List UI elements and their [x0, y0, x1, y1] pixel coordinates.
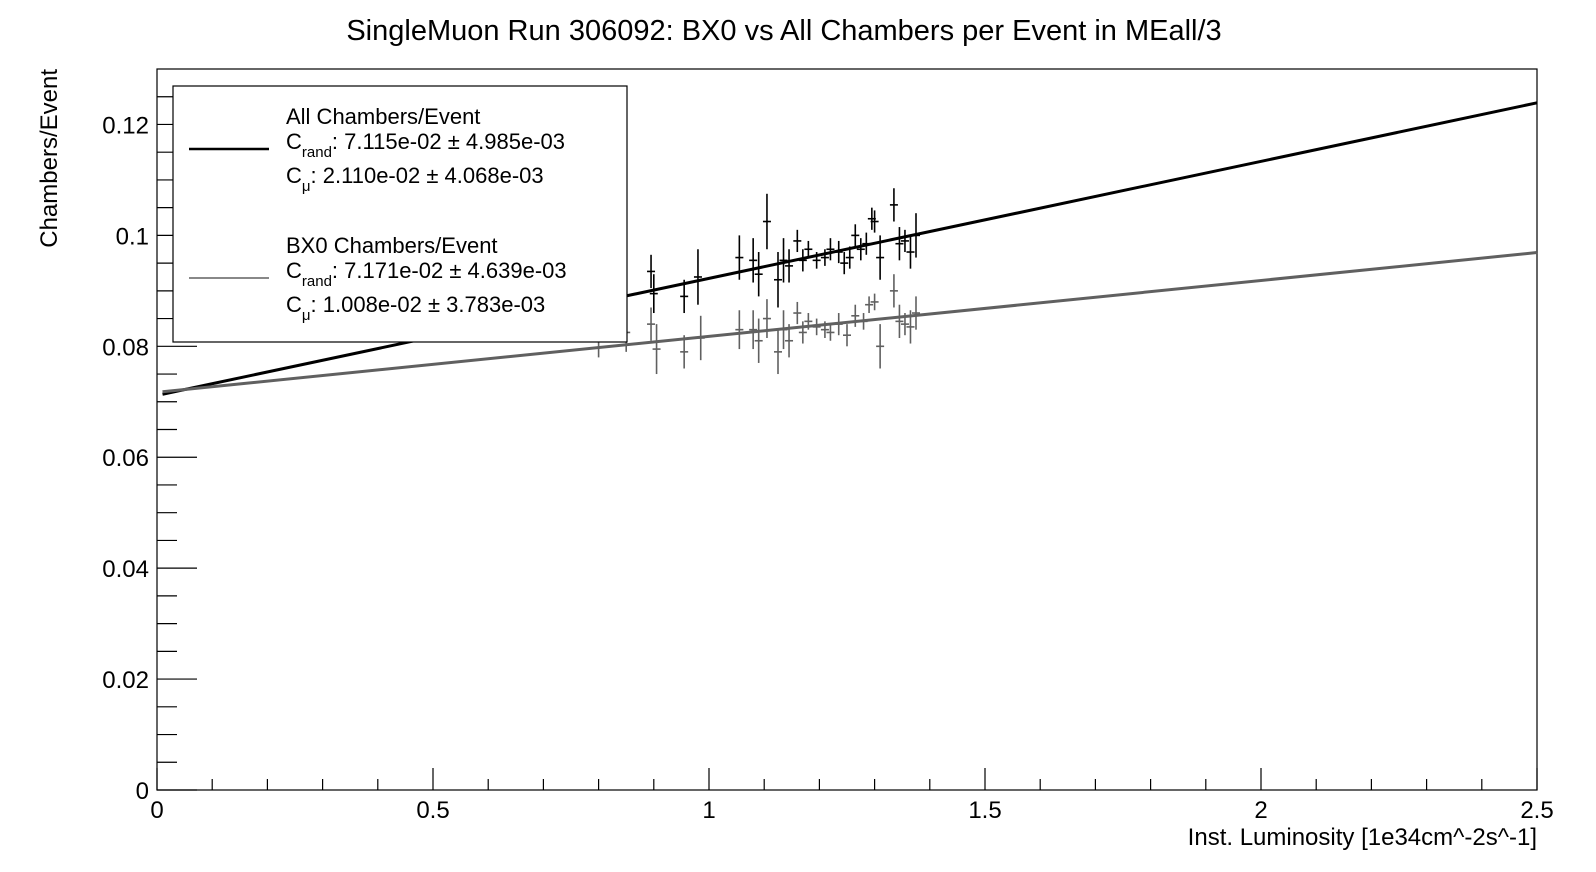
- data-point: [820, 249, 829, 266]
- data-point: [749, 310, 758, 350]
- fit-line: [162, 251, 1538, 394]
- data-point: [840, 252, 849, 275]
- legend-value: : 1.008e-02 ± 3.783e-03: [311, 292, 546, 317]
- legend-subscript: μ: [302, 178, 311, 195]
- data-point: [895, 227, 904, 261]
- legend-entry-text: Crand: 7.171e-02 ± 4.639e-03: [286, 258, 567, 290]
- axes-layer: 0 0.5 1 1.5 2 2.5 0 0.02 0.04 0.06 0.08 0.1 0.12: [102, 96, 1554, 824]
- data-point: [889, 188, 898, 222]
- y-tick-label: 0.04: [102, 556, 149, 583]
- data-point: [774, 252, 782, 308]
- data-point: [762, 193, 771, 250]
- data-point: [804, 240, 813, 258]
- data-point: [843, 324, 851, 347]
- data-point: [793, 229, 802, 253]
- legend-symbol: C: [286, 163, 302, 188]
- data-point: [845, 246, 854, 269]
- data-point: [876, 324, 885, 369]
- legend-subscript: μ: [302, 307, 311, 324]
- x-tick-label: 1.5: [968, 797, 1001, 824]
- data-layer: [162, 101, 1538, 396]
- y-tick-label: 0.12: [102, 112, 149, 139]
- data-point: [647, 254, 656, 289]
- legend-entry-text: Cμ: 1.008e-02 ± 3.783e-03: [286, 292, 545, 324]
- legend-subscript: rand: [302, 144, 332, 161]
- x-tick-label: 1: [702, 797, 715, 824]
- data-point: [785, 249, 794, 283]
- data-point: [749, 238, 758, 283]
- data-point: [774, 329, 782, 375]
- data-point: [693, 249, 702, 305]
- data-point: [798, 321, 807, 344]
- y-axis-label: Chambers/Event: [36, 69, 63, 248]
- data-point: [912, 296, 920, 330]
- legend-entry-text: Crand: 7.115e-02 ± 4.985e-03: [286, 129, 565, 161]
- data-point: [870, 210, 879, 233]
- legend-entry-text: Cμ: 2.110e-02 ± 4.068e-03: [286, 163, 544, 195]
- data-point: [754, 318, 763, 363]
- x-tick-label: 0: [150, 797, 163, 824]
- data-point: [851, 304, 860, 327]
- legend-subscript: rand: [302, 273, 332, 290]
- legend-value: : 2.110e-02 ± 4.068e-03: [311, 163, 544, 188]
- data-point: [754, 252, 763, 297]
- data-point: [826, 238, 835, 261]
- data-point: [793, 301, 802, 325]
- y-tick-label: 0.1: [116, 223, 149, 250]
- data-point: [826, 324, 835, 341]
- y-tick-label: 0.06: [102, 445, 149, 472]
- x-tick-label: 2.5: [1520, 797, 1553, 824]
- legend-symbol: C: [286, 129, 302, 154]
- legend-box: [172, 85, 628, 343]
- legend-symbol: C: [286, 258, 302, 283]
- data-point: [900, 229, 909, 253]
- data-point: [856, 238, 865, 261]
- data-point: [895, 304, 904, 338]
- data-point: [735, 310, 744, 350]
- legend-entry-text: All Chambers/Event: [286, 104, 480, 129]
- data-point: [906, 235, 915, 269]
- data-point: [652, 324, 661, 375]
- legend-symbol: C: [286, 292, 302, 317]
- data-point: [779, 238, 788, 283]
- chart-title: SingleMuon Run 306092: BX0 vs All Chambe…: [346, 15, 1221, 47]
- data-point: [870, 293, 879, 311]
- data-point: [680, 335, 689, 369]
- data-point: [865, 296, 874, 314]
- legend-value: : 7.171e-02 ± 4.639e-03: [332, 258, 567, 283]
- fit-line: [162, 101, 1538, 396]
- x-axis-label: Inst. Luminosity [1e34cm^-2s^-1]: [1188, 824, 1537, 851]
- legend-value: : 7.115e-02 ± 4.985e-03: [332, 129, 565, 154]
- x-tick-label: 0.5: [416, 797, 449, 824]
- y-tick-label: 0.02: [102, 667, 149, 694]
- y-tick-label: 0: [136, 778, 149, 805]
- data-point: [647, 307, 656, 341]
- data-point: [889, 274, 898, 308]
- y-tick-label: 0.08: [102, 334, 149, 361]
- x-tick-label: 2: [1254, 797, 1267, 824]
- data-point: [680, 279, 689, 314]
- data-point: [649, 274, 658, 314]
- legend-entry-text: BX0 Chambers/Event: [286, 233, 498, 258]
- data-point: [851, 224, 860, 247]
